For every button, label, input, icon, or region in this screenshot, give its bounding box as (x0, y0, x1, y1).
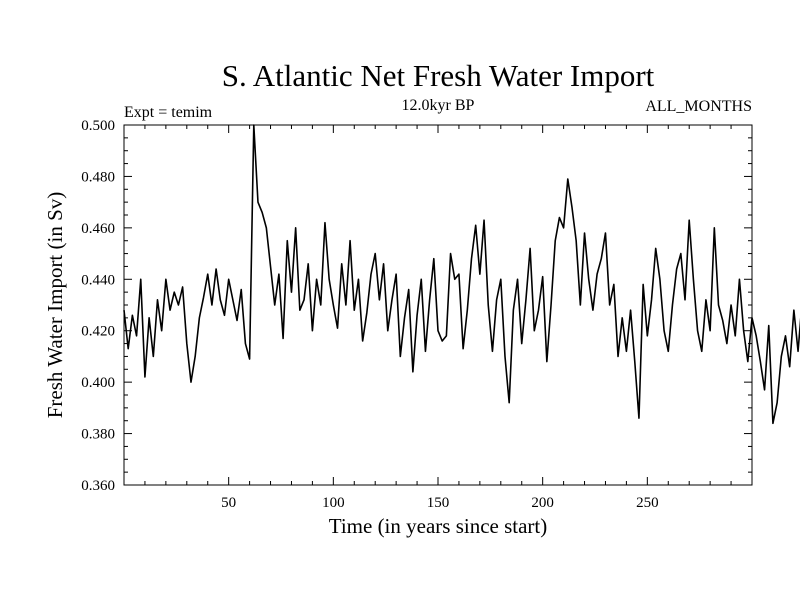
y-tick-label: 0.420 (81, 324, 115, 340)
y-tick-label: 0.440 (81, 272, 115, 288)
plot-frame (123, 124, 753, 486)
x-axis-label: Time (in years since start) (329, 514, 548, 538)
months-label: ALL_MONTHS (645, 98, 752, 115)
x-tick-label: 100 (322, 495, 345, 511)
x-axis: 50 100 150 200 250 (144, 125, 732, 511)
y-tick-label: 0.460 (81, 221, 115, 237)
series-line (123, 124, 800, 425)
chart-title: S. Atlantic Net Fresh Water Import (222, 58, 655, 93)
y-tick-label: 0.500 (81, 118, 115, 134)
x-tick-label: 150 (427, 495, 450, 511)
y-tick-label: 0.400 (81, 375, 115, 391)
y-axis-label: Fresh Water Import (in Sv) (43, 192, 67, 419)
experiment-label: Expt = temim (124, 104, 213, 121)
y-tick-label: 0.480 (81, 169, 115, 185)
y-axis: 0.360 0.380 0.400 0.420 0.440 0.460 0.480 0.500 (81, 118, 752, 494)
y-tick-label: 0.360 (81, 478, 115, 494)
x-tick-label: 200 (531, 495, 554, 511)
x-tick-label: 250 (636, 495, 659, 511)
x-tick-label: 50 (221, 495, 236, 511)
period-label: 12.0kyr BP (402, 97, 475, 114)
y-tick-label: 0.380 (81, 427, 115, 443)
